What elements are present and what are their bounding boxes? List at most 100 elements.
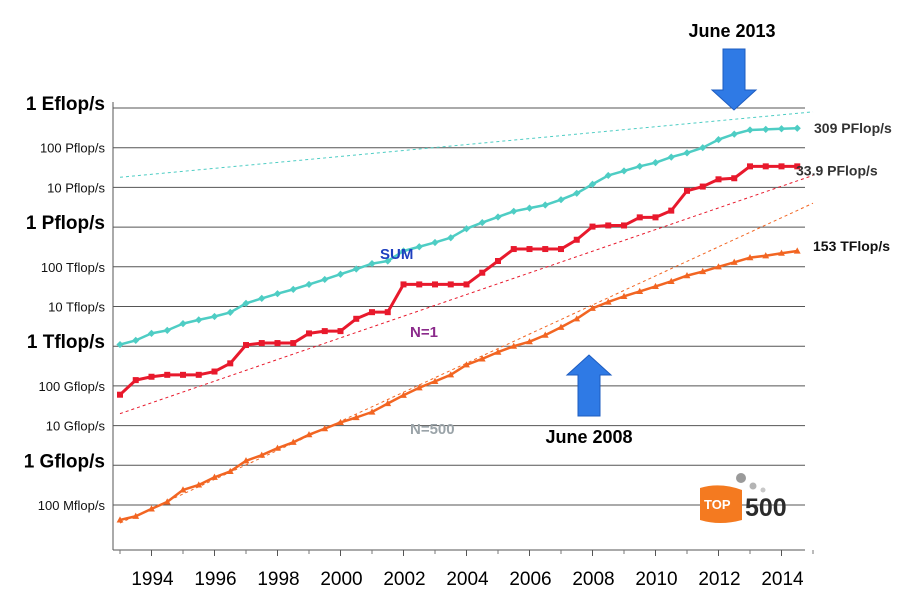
data-point — [730, 130, 738, 138]
data-point — [226, 308, 234, 317]
data-point — [793, 247, 801, 254]
x-tick-label: 2010 — [635, 569, 677, 590]
data-point — [510, 207, 518, 215]
data-point — [368, 260, 376, 268]
data-point — [116, 340, 124, 349]
data-point — [384, 399, 392, 407]
data-point — [699, 144, 707, 152]
data-point — [163, 498, 171, 505]
data-point — [117, 391, 123, 398]
data-point — [778, 249, 785, 256]
y-tick-label: 1 Tflop/s — [27, 332, 105, 353]
y-tick-label: 1 Gflop/s — [24, 451, 105, 472]
data-point — [636, 214, 643, 221]
data-point — [210, 312, 219, 321]
data-point — [352, 413, 360, 421]
data-point — [447, 281, 454, 288]
series-line-n-500 — [119, 249, 798, 522]
data-point — [794, 163, 801, 170]
data-point — [195, 371, 202, 378]
data-point — [431, 238, 439, 247]
data-point — [604, 171, 612, 180]
series-line-n-1 — [118, 164, 798, 396]
series-labels: 309 PFlop/s 33.9 PFlop/s 153 TFlop/s SUM N=1… — [380, 120, 892, 438]
data-point — [384, 309, 391, 316]
data-point — [526, 246, 533, 253]
data-point — [510, 246, 517, 253]
gridlines — [113, 107, 805, 506]
data-point — [132, 512, 140, 519]
data-point — [526, 338, 533, 345]
data-point — [242, 457, 250, 464]
data-point — [746, 254, 754, 261]
data-point — [432, 281, 438, 288]
data-point — [415, 384, 423, 391]
y-tick-label: 1 Eflop/s — [26, 94, 105, 115]
data-point — [494, 213, 502, 221]
x-tick-label: 2012 — [698, 569, 740, 590]
data-point — [714, 135, 723, 144]
data-point — [163, 326, 171, 335]
data-point — [683, 149, 691, 157]
logo-dot — [749, 482, 757, 490]
data-point — [132, 377, 139, 384]
data-point — [762, 125, 770, 133]
data-point — [384, 257, 392, 265]
y-tick-label: 100 Pflop/s — [40, 141, 106, 156]
data-point — [525, 204, 534, 212]
trend-line-n-1 — [119, 174, 814, 415]
data-point — [242, 299, 250, 307]
data-series — [116, 124, 801, 523]
data-point — [353, 315, 360, 322]
data-point — [478, 355, 486, 362]
data-point — [541, 331, 549, 338]
series-line-sum — [119, 126, 798, 346]
data-point — [778, 163, 785, 170]
data-point — [211, 368, 218, 375]
data-point — [258, 340, 265, 347]
arrow-down-icon — [710, 48, 758, 111]
data-point — [368, 408, 376, 415]
annotation-label: June 2013 — [688, 21, 775, 41]
data-point — [793, 124, 801, 132]
y-tick-label: 100 Gflop/s — [39, 379, 106, 394]
x-tick-label: 2000 — [320, 569, 362, 590]
data-point — [557, 196, 565, 204]
data-point — [730, 258, 738, 265]
data-point — [620, 292, 628, 299]
data-point — [258, 294, 266, 302]
data-point — [274, 444, 281, 451]
data-point — [715, 176, 722, 183]
data-point — [652, 282, 659, 290]
trend-line-sum — [119, 111, 814, 178]
data-point — [227, 360, 234, 367]
data-point — [416, 281, 423, 288]
top500-logo: TOP 500 — [700, 473, 787, 523]
data-point — [211, 473, 218, 480]
data-point — [400, 391, 407, 398]
x-tick-label: 1994 — [131, 569, 174, 590]
data-point — [195, 481, 203, 488]
annotations: June 2013 June 2008 — [545, 21, 775, 447]
data-point — [337, 328, 344, 335]
y-tick-label: 10 Tflop/s — [48, 300, 105, 315]
data-point — [636, 162, 644, 170]
data-point — [573, 315, 581, 322]
end-value-label: 309 PFlop/s — [814, 120, 892, 136]
data-point — [762, 163, 769, 170]
data-point — [305, 431, 313, 438]
x-tick-label: 2002 — [383, 569, 425, 590]
data-point — [148, 373, 155, 380]
data-point — [541, 201, 549, 209]
data-point — [621, 222, 627, 229]
data-point — [605, 222, 612, 229]
y-tick-label: 10 Gflop/s — [46, 419, 106, 434]
data-point — [747, 163, 753, 170]
data-point — [510, 342, 518, 349]
data-point — [558, 246, 564, 253]
data-point — [148, 505, 155, 512]
data-point — [179, 320, 187, 328]
data-point — [463, 361, 470, 368]
data-point — [179, 486, 187, 493]
data-point — [463, 281, 470, 288]
